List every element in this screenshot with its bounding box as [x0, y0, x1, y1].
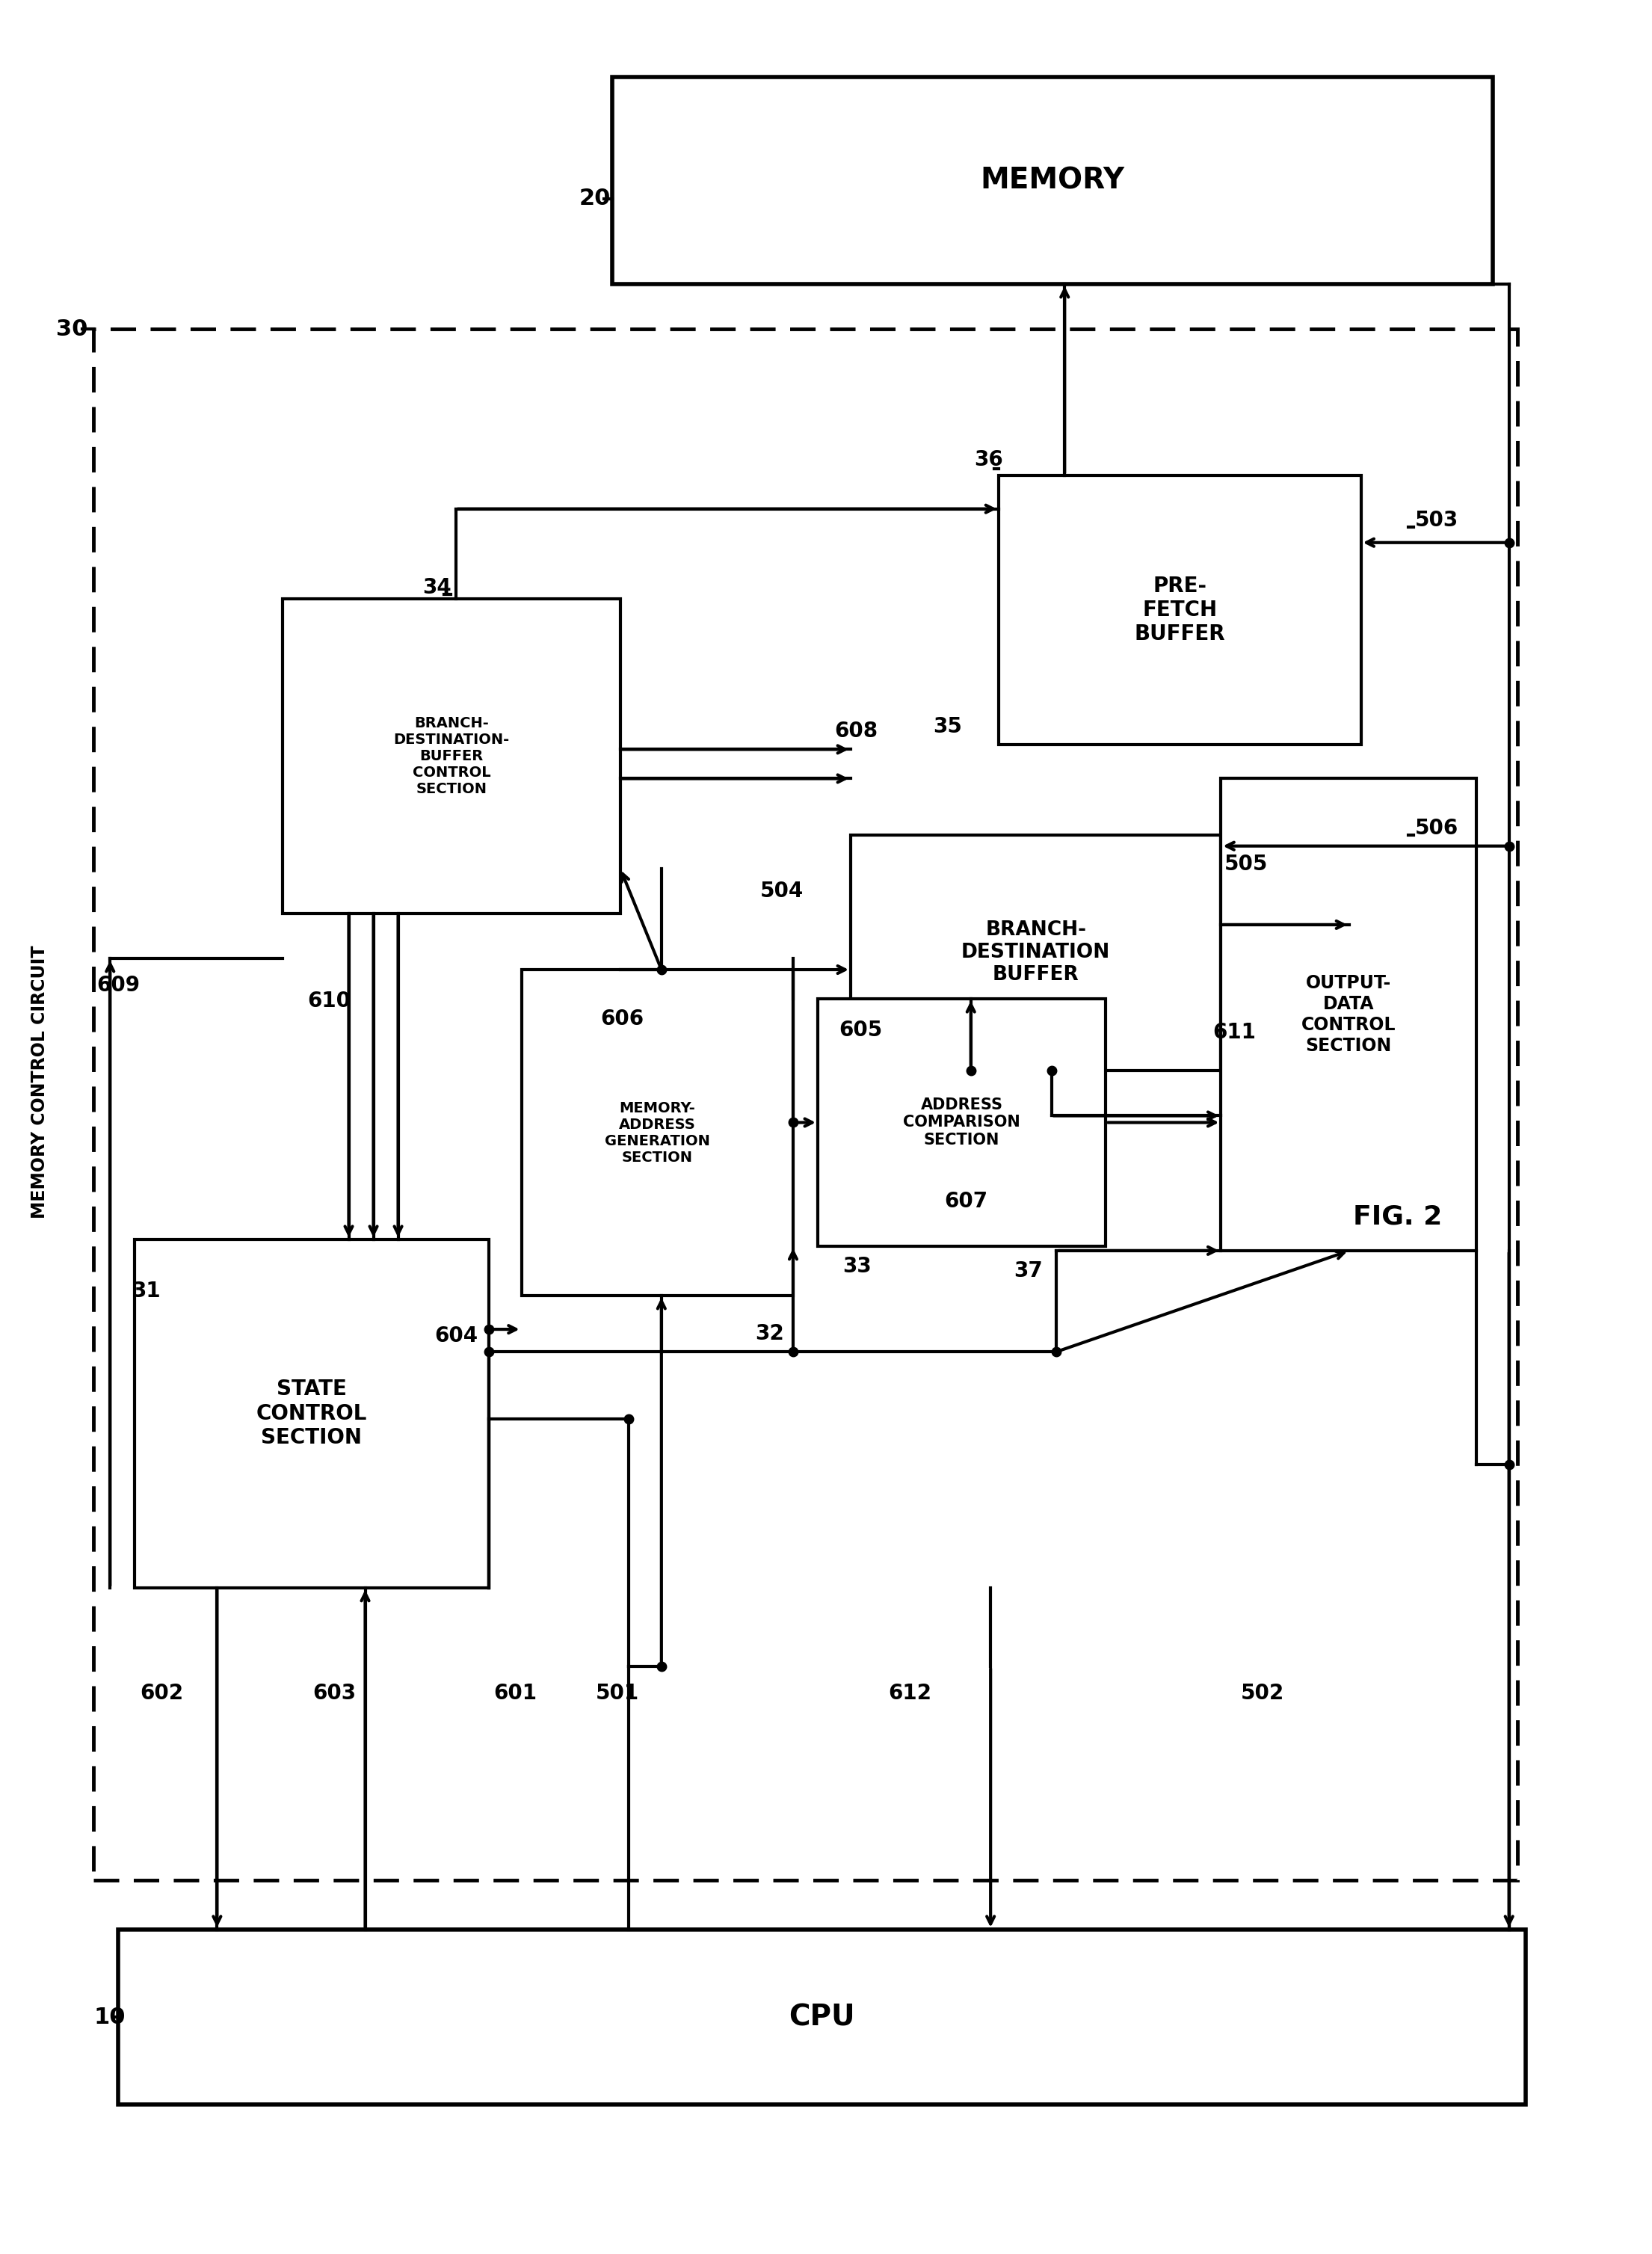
FancyBboxPatch shape: [999, 476, 1361, 744]
Text: 610: 610: [307, 992, 350, 1012]
Text: 612: 612: [889, 1684, 932, 1704]
Text: 35: 35: [933, 717, 961, 737]
Text: 607: 607: [945, 1190, 988, 1213]
Text: MEMORY-
ADDRESS
GENERATION
SECTION: MEMORY- ADDRESS GENERATION SECTION: [605, 1100, 710, 1165]
FancyBboxPatch shape: [522, 969, 793, 1296]
Text: 504: 504: [760, 881, 805, 902]
FancyBboxPatch shape: [135, 1240, 489, 1587]
Text: 611: 611: [1213, 1021, 1256, 1044]
Text: 502: 502: [1241, 1684, 1284, 1704]
Text: BRANCH-
DESTINATION-
BUFFER
CONTROL
SECTION: BRANCH- DESTINATION- BUFFER CONTROL SECT…: [393, 717, 509, 796]
FancyBboxPatch shape: [611, 77, 1492, 284]
Text: 604: 604: [434, 1325, 477, 1346]
Text: STATE
CONTROL
SECTION: STATE CONTROL SECTION: [256, 1379, 367, 1449]
Text: 37: 37: [1014, 1260, 1042, 1280]
Text: 20: 20: [580, 187, 611, 210]
FancyBboxPatch shape: [851, 834, 1221, 1071]
Text: 606: 606: [601, 1008, 644, 1030]
FancyBboxPatch shape: [1221, 778, 1477, 1251]
FancyBboxPatch shape: [282, 600, 620, 913]
Text: 603: 603: [312, 1684, 355, 1704]
Text: 33: 33: [843, 1255, 871, 1276]
Text: BRANCH-
DESTINATION
BUFFER: BRANCH- DESTINATION BUFFER: [961, 920, 1110, 985]
Text: 36: 36: [975, 449, 1003, 469]
Text: 506: 506: [1416, 818, 1459, 838]
Text: 503: 503: [1416, 509, 1459, 530]
Text: FIG. 2: FIG. 2: [1353, 1204, 1442, 1231]
Text: 605: 605: [839, 1019, 882, 1041]
Text: 601: 601: [494, 1684, 537, 1704]
Text: 34: 34: [423, 577, 451, 597]
FancyBboxPatch shape: [119, 1929, 1525, 2105]
Text: 31: 31: [132, 1280, 160, 1301]
Text: 501: 501: [596, 1684, 639, 1704]
Text: ADDRESS
COMPARISON
SECTION: ADDRESS COMPARISON SECTION: [904, 1098, 1021, 1147]
Text: 30: 30: [56, 318, 88, 340]
Text: 32: 32: [755, 1323, 785, 1343]
Text: 602: 602: [140, 1684, 183, 1704]
Text: PRE-
FETCH
BUFFER: PRE- FETCH BUFFER: [1135, 575, 1226, 645]
Text: MEMORY: MEMORY: [980, 167, 1125, 194]
Text: CPU: CPU: [788, 2004, 856, 2031]
Text: 10: 10: [94, 2006, 126, 2029]
Text: 608: 608: [834, 721, 877, 742]
FancyBboxPatch shape: [818, 999, 1105, 1246]
Text: OUTPUT-
DATA
CONTROL
SECTION: OUTPUT- DATA CONTROL SECTION: [1302, 974, 1396, 1055]
Text: MEMORY CONTROL CIRCUIT: MEMORY CONTROL CIRCUIT: [30, 944, 48, 1219]
Text: 505: 505: [1224, 854, 1269, 875]
Text: 609: 609: [97, 976, 140, 996]
